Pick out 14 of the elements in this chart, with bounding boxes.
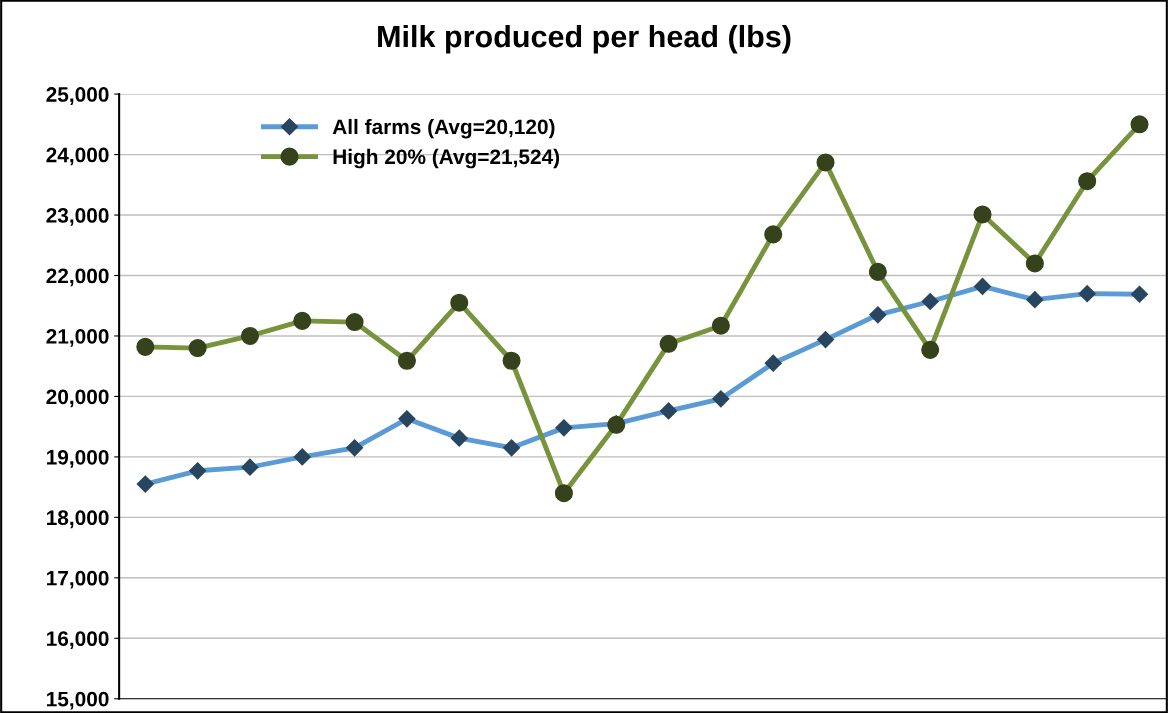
- y-tick-label: 25,000: [46, 87, 109, 105]
- chart-title: Milk produced per head (lbs): [378, 24, 791, 54]
- y-tick-label: 16,000: [47, 631, 109, 650]
- y-tick-label: 24,000: [46, 147, 109, 166]
- y-tick-label: 18,000: [47, 510, 109, 529]
- legend-label: High 20% (Avg=21,524): [333, 148, 560, 169]
- y-tick-label: 21,000: [46, 328, 109, 347]
- legend-label: All farms (Avg=20,120): [332, 118, 555, 139]
- y-tick-label: 15,000: [47, 691, 109, 710]
- y-tick-label: 23,000: [46, 208, 109, 226]
- y-tick-label: 22,000: [46, 268, 109, 287]
- y-tick-label: 20,000: [46, 389, 109, 408]
- y-tick-label: 19,000: [47, 449, 109, 468]
- y-tick-label: 17,000: [47, 570, 109, 589]
